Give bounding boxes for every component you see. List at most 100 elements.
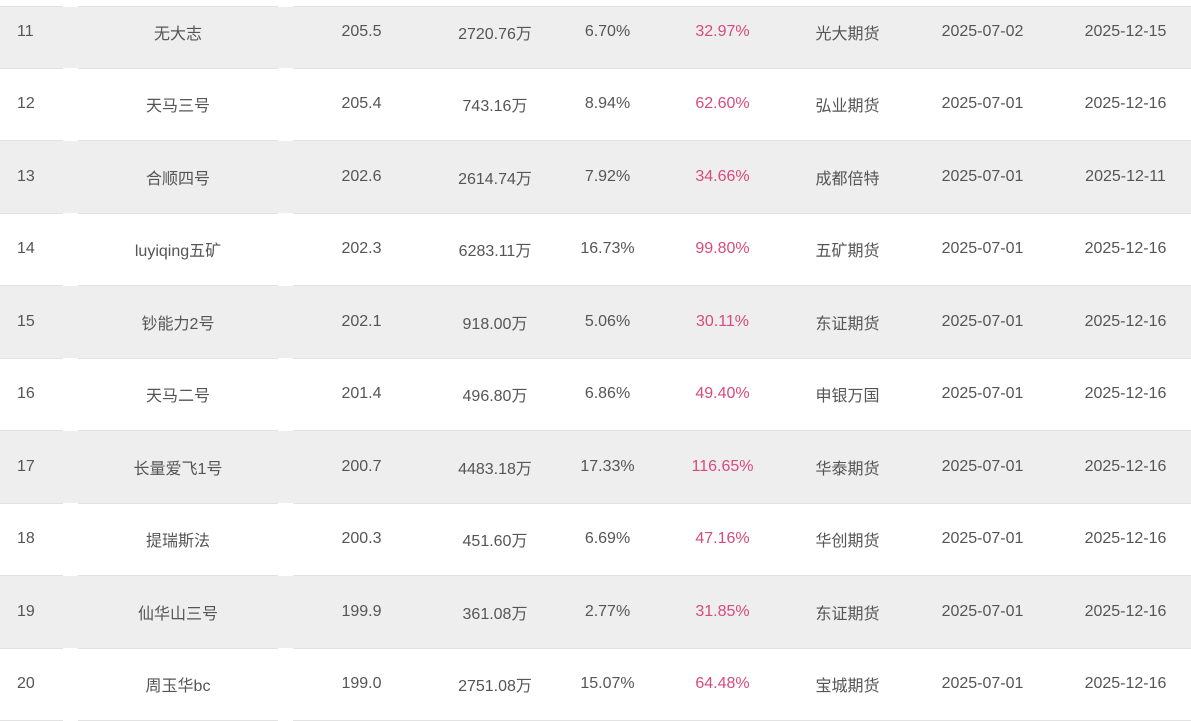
end-date-cell: 2025-12-16	[1084, 385, 1167, 403]
percent-cell: 6.86%	[584, 385, 631, 403]
score-cell: 200.3	[341, 530, 382, 548]
rank-cell: 16	[17, 385, 35, 403]
percent-cell: 5.06%	[584, 312, 631, 330]
end-date-cell: 2025-12-16	[1084, 675, 1167, 693]
start-date-cell: 2025-07-01	[941, 95, 1024, 113]
end-date-cell: 2025-12-16	[1084, 602, 1167, 620]
percent-cell: 7.92%	[584, 167, 631, 185]
end-date-cell: 2025-12-16	[1084, 530, 1167, 548]
score-cell: 199.0	[341, 675, 382, 693]
end-date-cell: 2025-12-16	[1084, 240, 1167, 258]
broker-cell: 宝城期货	[815, 678, 880, 696]
score-cell: 201.4	[341, 385, 382, 403]
table-row: 13 合顺四号 202.6 2614.74万 7.92% 34.66% 成都倍特…	[0, 141, 1191, 214]
table-row: 12 天马三号 205.4 743.16万 8.94% 62.60% 弘业期货 …	[0, 68, 1191, 141]
rank-cell: 19	[17, 602, 35, 620]
amount-cell: 451.60万	[462, 533, 528, 551]
start-date-cell: 2025-07-02	[941, 22, 1024, 40]
fund-name[interactable]: luyiqing五矿	[134, 243, 222, 261]
table-row: 17 长量爱飞1号 200.7 4483.18万 17.33% 116.65% …	[0, 431, 1191, 504]
highlight-percent-cell: 49.40%	[695, 385, 750, 403]
score-cell: 202.6	[341, 167, 382, 185]
percent-cell: 6.70%	[584, 22, 631, 40]
fund-name[interactable]: 仙华山三号	[137, 605, 218, 623]
fund-name[interactable]: 天马三号	[145, 98, 210, 116]
score-cell: 200.7	[341, 457, 382, 475]
score-cell: 205.5	[341, 22, 382, 40]
highlight-percent-cell: 64.48%	[695, 675, 750, 693]
fund-name[interactable]: 合顺四号	[145, 170, 210, 188]
end-date-cell: 2025-12-11	[1085, 167, 1166, 185]
score-cell: 202.1	[341, 312, 382, 330]
amount-cell: 2720.76万	[458, 25, 532, 43]
rank-cell: 14	[17, 240, 35, 258]
end-date-cell: 2025-12-16	[1084, 312, 1167, 330]
amount-cell: 2751.08万	[458, 678, 532, 696]
start-date-cell: 2025-07-01	[941, 167, 1024, 185]
start-date-cell: 2025-07-01	[941, 457, 1024, 475]
rank-cell: 11	[17, 22, 34, 40]
highlight-percent-cell: 47.16%	[695, 530, 750, 548]
rank-cell: 17	[17, 457, 35, 475]
amount-cell: 743.16万	[462, 98, 528, 116]
highlight-percent-cell: 99.80%	[695, 240, 750, 258]
broker-cell: 东证期货	[815, 605, 880, 623]
score-cell: 202.3	[341, 240, 382, 258]
percent-cell: 17.33%	[580, 457, 635, 475]
fund-name[interactable]: 钞能力2号	[141, 315, 215, 333]
rank-cell: 20	[17, 675, 35, 693]
fund-name[interactable]: 周玉华bc	[145, 678, 211, 696]
highlight-percent-cell: 32.97%	[695, 22, 750, 40]
broker-cell: 华泰期货	[815, 460, 880, 478]
score-cell: 199.9	[341, 602, 382, 620]
end-date-cell: 2025-12-16	[1084, 457, 1167, 475]
table-row: 14 luyiqing五矿 202.3 6283.11万 16.73% 99.8…	[0, 213, 1191, 286]
table-row: 18 提瑞斯法 200.3 451.60万 6.69% 47.16% 华创期货 …	[0, 503, 1191, 576]
start-date-cell: 2025-07-01	[941, 602, 1024, 620]
start-date-cell: 2025-07-01	[941, 530, 1024, 548]
rank-cell: 15	[17, 312, 35, 330]
amount-cell: 496.80万	[462, 388, 528, 406]
amount-cell: 2614.74万	[458, 170, 532, 188]
percent-cell: 8.94%	[584, 95, 631, 113]
highlight-percent-cell: 31.85%	[695, 602, 750, 620]
percent-cell: 6.69%	[584, 530, 631, 548]
highlight-percent-cell: 30.11%	[695, 312, 750, 330]
broker-cell: 五矿期货	[815, 243, 880, 261]
table-row: 20 周玉华bc 199.0 2751.08万 15.07% 64.48% 宝城…	[0, 648, 1191, 721]
amount-cell: 6283.11万	[458, 243, 532, 261]
fund-name[interactable]: 天马二号	[145, 388, 210, 406]
broker-cell: 光大期货	[815, 25, 880, 43]
broker-cell: 华创期货	[815, 533, 880, 551]
start-date-cell: 2025-07-01	[941, 312, 1024, 330]
fund-name[interactable]: 长量爱飞1号	[133, 460, 223, 478]
rank-cell: 12	[17, 95, 35, 113]
broker-cell: 弘业期货	[815, 98, 880, 116]
amount-cell: 4483.18万	[458, 460, 532, 478]
end-date-cell: 2025-12-16	[1084, 95, 1167, 113]
percent-cell: 15.07%	[580, 675, 635, 693]
broker-cell: 东证期货	[815, 315, 880, 333]
table-row: 16 天马二号 201.4 496.80万 6.86% 49.40% 申银万国 …	[0, 358, 1191, 431]
fund-name[interactable]: 无大志	[153, 25, 202, 43]
table-row: 19 仙华山三号 199.9 361.08万 2.77% 31.85% 东证期货…	[0, 576, 1191, 649]
amount-cell: 361.08万	[462, 605, 528, 623]
score-cell: 205.4	[341, 95, 382, 113]
percent-cell: 2.77%	[584, 602, 631, 620]
broker-cell: 成都倍特	[815, 170, 880, 188]
start-date-cell: 2025-07-01	[941, 385, 1024, 403]
fund-name[interactable]: 提瑞斯法	[145, 533, 210, 551]
start-date-cell: 2025-07-01	[941, 240, 1024, 258]
highlight-percent-cell: 62.60%	[695, 95, 750, 113]
rank-cell: 13	[17, 167, 35, 185]
broker-cell: 申银万国	[815, 388, 880, 406]
table-row: 11 无大志 205.5 2720.76万 6.70% 32.97% 光大期货 …	[0, 7, 1191, 69]
end-date-cell: 2025-12-15	[1084, 22, 1167, 40]
table-row: 15 钞能力2号 202.1 918.00万 5.06% 30.11% 东证期货…	[0, 286, 1191, 359]
highlight-percent-cell: 116.65%	[691, 457, 754, 475]
rank-cell: 18	[17, 530, 35, 548]
percent-cell: 16.73%	[580, 240, 635, 258]
highlight-percent-cell: 34.66%	[695, 167, 750, 185]
previous-row-edge	[0, 0, 1191, 7]
